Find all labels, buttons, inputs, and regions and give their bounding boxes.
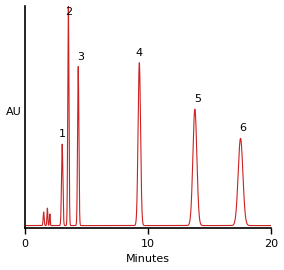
Y-axis label: AU: AU bbox=[6, 107, 21, 117]
Text: 1: 1 bbox=[59, 129, 66, 139]
Text: 2: 2 bbox=[65, 7, 72, 17]
Text: 4: 4 bbox=[136, 48, 143, 58]
Text: 3: 3 bbox=[77, 52, 84, 62]
X-axis label: Minutes: Minutes bbox=[126, 254, 170, 264]
Text: 5: 5 bbox=[195, 94, 201, 104]
Text: 6: 6 bbox=[239, 123, 247, 133]
